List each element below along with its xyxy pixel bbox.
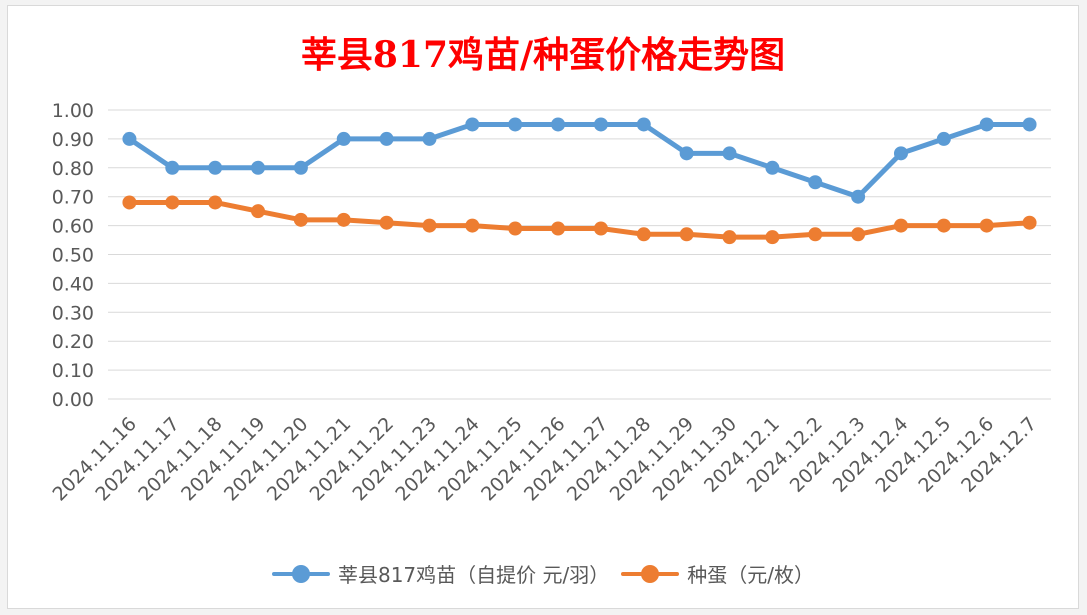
data-point [722,230,737,245]
y-tick-label: 0.10 [52,360,94,382]
legend-item-eggs: 种蛋（元/枚） [621,559,814,588]
data-point [208,195,223,210]
legend-marker-chicks [271,562,330,586]
data-point [379,215,394,230]
data-point [122,195,137,210]
y-tick-label: 0.50 [52,245,94,267]
data-point [936,218,951,233]
data-point [251,160,266,175]
data-point [808,175,823,190]
data-point [465,218,480,233]
data-point [422,131,437,146]
series-line-0 [126,121,1033,200]
y-tick-label: 0.70 [52,187,94,209]
data-point [165,195,180,210]
legend-label-chicks: 莘县817鸡苗（自提价 元/羽） [337,563,610,587]
data-point [336,131,351,146]
data-point [936,131,951,146]
legend: 莘县817鸡苗（自提价 元/羽） 种蛋（元/枚） [8,559,1078,588]
data-point [508,221,523,236]
data-point [1022,215,1037,230]
data-point [722,146,737,161]
data-point [893,146,908,161]
legend-item-chicks: 莘县817鸡苗（自提价 元/羽） [271,559,610,588]
data-point [293,212,308,227]
y-tick-label: 0.20 [52,331,94,353]
data-point [508,117,523,132]
data-point [979,117,994,132]
data-point [679,146,694,161]
data-point [979,218,994,233]
data-point [293,160,308,175]
data-point [1022,117,1037,132]
data-point [208,160,223,175]
data-point [551,221,566,236]
data-point [422,218,437,233]
data-point [165,160,180,175]
data-point [465,117,480,132]
data-point [251,204,266,219]
data-point [551,117,566,132]
y-tick-label: 0.30 [52,302,94,324]
y-tick-label: 0.90 [52,129,94,151]
data-point [593,221,608,236]
data-point [851,227,866,242]
data-point [679,227,694,242]
legend-label-eggs: 种蛋（元/枚） [687,563,815,587]
y-tick-label: 0.00 [52,389,94,411]
data-point [379,131,394,146]
data-point [851,189,866,204]
y-tick-label: 0.80 [52,158,94,180]
data-point [765,160,780,175]
y-tick-label: 1.00 [52,100,94,122]
data-point [765,230,780,245]
data-point [893,218,908,233]
chart-title: 莘县817鸡苗/种蛋价格走势图 [300,34,786,76]
series-line-1 [126,199,1033,240]
data-point [636,117,651,132]
data-point [636,227,651,242]
y-tick-label: 0.60 [52,216,94,238]
chart-frame: 莘县817鸡苗/种蛋价格走势图 0.00 0.10 0.20 0.30 0.40 0.50… [7,5,1079,609]
data-point [336,212,351,227]
y-tick-label: 0.40 [52,273,94,295]
data-point [593,117,608,132]
legend-marker-eggs [621,562,680,586]
data-point [122,131,137,146]
plot-area: 0.00 0.10 0.20 0.30 0.40 0.50 0.60 0.70 0.80 0.90… [48,100,1051,505]
data-point [808,227,823,242]
